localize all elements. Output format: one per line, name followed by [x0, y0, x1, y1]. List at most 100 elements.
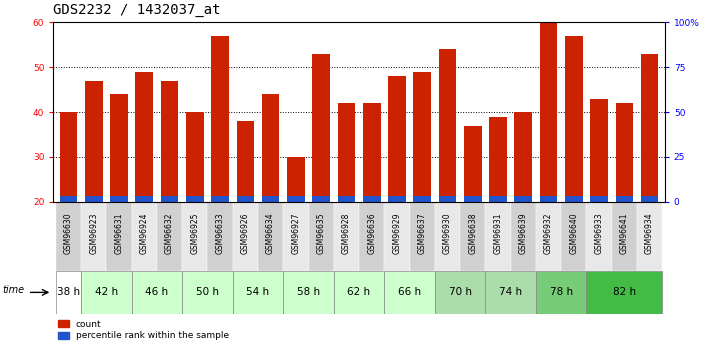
- Text: GSM96931: GSM96931: [493, 212, 503, 254]
- Bar: [536, 271, 587, 314]
- Bar: [333, 202, 359, 271]
- Text: time: time: [3, 285, 25, 295]
- Bar: [237, 121, 255, 202]
- Bar: [565, 196, 583, 202]
- Text: GSM96631: GSM96631: [114, 212, 124, 254]
- Bar: [565, 36, 583, 202]
- Bar: [60, 112, 77, 202]
- Bar: [262, 94, 279, 202]
- Bar: [60, 196, 77, 202]
- Bar: [135, 72, 153, 202]
- Bar: [616, 103, 634, 202]
- Bar: [641, 54, 658, 202]
- Bar: [333, 271, 385, 314]
- Text: GSM96633: GSM96633: [215, 212, 225, 254]
- Bar: [385, 271, 435, 314]
- Text: GSM96934: GSM96934: [645, 212, 654, 254]
- Text: 50 h: 50 h: [196, 287, 219, 297]
- Text: GSM96638: GSM96638: [469, 212, 477, 254]
- Text: GSM96923: GSM96923: [90, 212, 98, 254]
- Bar: [413, 72, 431, 202]
- Text: GSM96924: GSM96924: [140, 212, 149, 254]
- Bar: [486, 202, 510, 271]
- Bar: [309, 202, 333, 271]
- Bar: [515, 112, 532, 202]
- Bar: [237, 196, 255, 202]
- Bar: [132, 271, 182, 314]
- Bar: [515, 196, 532, 202]
- Text: 38 h: 38 h: [57, 287, 80, 297]
- Text: 74 h: 74 h: [499, 287, 522, 297]
- Bar: [590, 196, 608, 202]
- Text: GSM96925: GSM96925: [191, 212, 199, 254]
- Text: GSM96932: GSM96932: [544, 212, 553, 254]
- Text: GSM96636: GSM96636: [367, 212, 376, 254]
- Text: GSM96640: GSM96640: [570, 212, 578, 254]
- Bar: [157, 202, 182, 271]
- Bar: [489, 117, 507, 202]
- Bar: [464, 126, 481, 202]
- Bar: [182, 271, 232, 314]
- Bar: [464, 196, 481, 202]
- Bar: [186, 196, 203, 202]
- Bar: [132, 202, 157, 271]
- Bar: [56, 202, 81, 271]
- Text: 54 h: 54 h: [247, 287, 269, 297]
- Bar: [232, 271, 283, 314]
- Bar: [338, 103, 356, 202]
- Bar: [637, 202, 662, 271]
- Bar: [587, 202, 611, 271]
- Bar: [182, 202, 208, 271]
- Bar: [540, 22, 557, 202]
- Bar: [283, 271, 333, 314]
- Bar: [110, 94, 128, 202]
- Bar: [439, 196, 456, 202]
- Bar: [232, 202, 258, 271]
- Text: 58 h: 58 h: [297, 287, 320, 297]
- Legend: count, percentile rank within the sample: count, percentile rank within the sample: [58, 320, 229, 341]
- Text: 82 h: 82 h: [613, 287, 636, 297]
- Bar: [413, 196, 431, 202]
- Bar: [435, 202, 460, 271]
- Bar: [186, 112, 203, 202]
- Bar: [363, 103, 380, 202]
- Text: 66 h: 66 h: [398, 287, 421, 297]
- Bar: [590, 99, 608, 202]
- Bar: [161, 196, 178, 202]
- Text: 42 h: 42 h: [95, 287, 118, 297]
- Text: GSM96634: GSM96634: [266, 212, 275, 254]
- Text: GSM96639: GSM96639: [519, 212, 528, 254]
- Bar: [359, 202, 385, 271]
- Bar: [85, 196, 102, 202]
- Bar: [410, 202, 435, 271]
- Bar: [85, 81, 102, 202]
- Bar: [486, 271, 536, 314]
- Text: 78 h: 78 h: [550, 287, 573, 297]
- Text: 46 h: 46 h: [145, 287, 169, 297]
- Text: 70 h: 70 h: [449, 287, 471, 297]
- Bar: [107, 202, 132, 271]
- Bar: [135, 196, 153, 202]
- Text: GSM96926: GSM96926: [241, 212, 250, 254]
- Bar: [262, 196, 279, 202]
- Text: GSM96630: GSM96630: [64, 212, 73, 254]
- Text: GSM96635: GSM96635: [316, 212, 326, 254]
- Bar: [435, 271, 486, 314]
- Bar: [460, 202, 486, 271]
- Text: GSM96929: GSM96929: [392, 212, 402, 254]
- Bar: [388, 76, 406, 202]
- Text: GSM96632: GSM96632: [165, 212, 174, 254]
- Bar: [110, 196, 128, 202]
- Text: 62 h: 62 h: [348, 287, 370, 297]
- Bar: [283, 202, 309, 271]
- Bar: [385, 202, 410, 271]
- Bar: [561, 202, 587, 271]
- Bar: [540, 196, 557, 202]
- Text: GSM96927: GSM96927: [292, 212, 300, 254]
- Text: GSM96928: GSM96928: [342, 212, 351, 254]
- Text: GSM96930: GSM96930: [443, 212, 452, 254]
- Bar: [489, 196, 507, 202]
- Bar: [161, 81, 178, 202]
- Bar: [208, 202, 232, 271]
- Text: GSM96637: GSM96637: [418, 212, 427, 254]
